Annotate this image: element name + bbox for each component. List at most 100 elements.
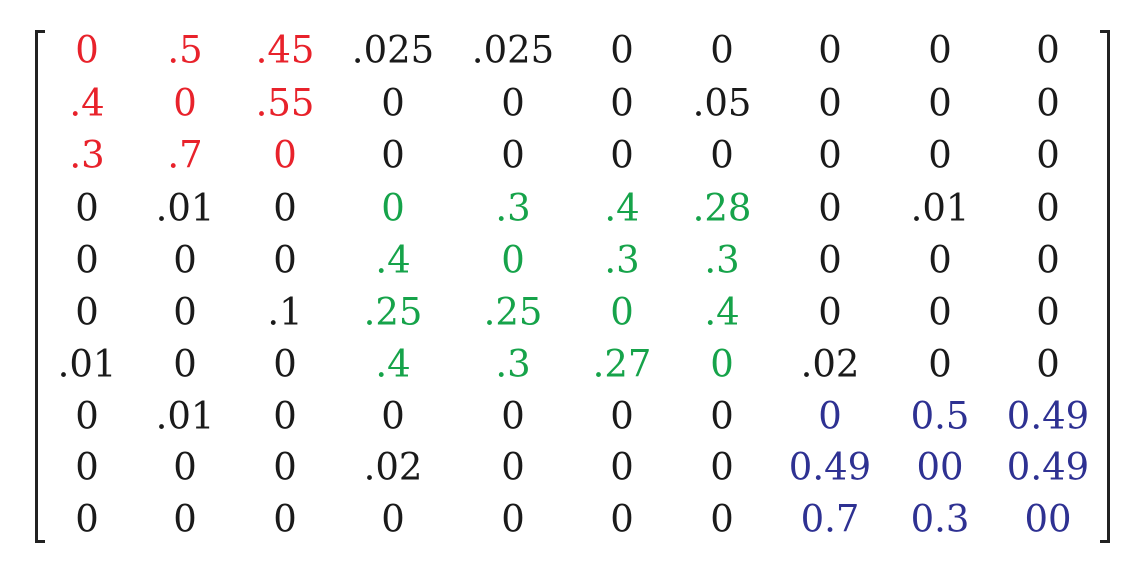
matrix-cell: 0 <box>818 290 842 334</box>
matrix-cell: 0 <box>75 290 99 334</box>
matrix-cell: 0 <box>273 445 297 489</box>
matrix-cell: 0 <box>610 445 634 489</box>
matrix-cell: 0 <box>75 445 99 489</box>
matrix-cell: 0 <box>710 394 734 438</box>
matrix-cell: 0 <box>610 28 634 72</box>
matrix-cell: 0 <box>501 238 525 282</box>
matrix-cell: .3 <box>604 238 640 282</box>
matrix-cell: 0 <box>75 238 99 282</box>
left-bracket <box>35 30 45 543</box>
matrix-cell: .4 <box>704 290 740 334</box>
matrix-cell: .01 <box>910 186 970 230</box>
matrix-cell: 0 <box>818 28 842 72</box>
matrix-cell: 0 <box>273 497 297 541</box>
matrix-cell: .4 <box>375 342 411 386</box>
matrix-cell: .4 <box>69 81 105 125</box>
matrix-cell: 0 <box>273 342 297 386</box>
matrix-cell: 0 <box>501 497 525 541</box>
matrix-cell: 0 <box>273 133 297 177</box>
matrix-cell: 0 <box>928 238 952 282</box>
matrix-cell: 0 <box>1036 28 1060 72</box>
matrix-cell: 0 <box>173 342 197 386</box>
matrix-cell: 0.49 <box>1006 394 1090 438</box>
matrix-cell: .3 <box>704 238 740 282</box>
matrix-cell: 0 <box>1036 342 1060 386</box>
matrix-cell: 0 <box>928 342 952 386</box>
matrix-cell: 0 <box>1036 186 1060 230</box>
matrix-cell: 0 <box>818 81 842 125</box>
matrix-cell: .55 <box>255 81 315 125</box>
matrix-cell: 0 <box>501 81 525 125</box>
matrix-cell: 0.7 <box>800 497 860 541</box>
matrix-cell: .02 <box>363 445 423 489</box>
matrix-cell: 0 <box>381 394 405 438</box>
matrix-cell: .25 <box>363 290 423 334</box>
matrix-cell: 0 <box>710 342 734 386</box>
matrix-cell: 0 <box>610 394 634 438</box>
matrix-cell: .1 <box>267 290 303 334</box>
matrix-cell: 0 <box>75 28 99 72</box>
matrix-cell: 0 <box>173 497 197 541</box>
matrix-cell: 0 <box>818 186 842 230</box>
matrix-cell: 0 <box>381 133 405 177</box>
matrix-cell: 0 <box>610 81 634 125</box>
matrix-cell: 0.3 <box>910 497 970 541</box>
matrix-cell: 0 <box>818 133 842 177</box>
matrix-cell: 0 <box>273 238 297 282</box>
right-bracket <box>1100 30 1110 543</box>
matrix-cell: .25 <box>483 290 543 334</box>
matrix-cell: 0 <box>1036 133 1060 177</box>
matrix-cell: .4 <box>604 186 640 230</box>
matrix-cell: 0 <box>381 186 405 230</box>
matrix-cell: 0.5 <box>910 394 970 438</box>
matrix-cell: 0 <box>928 133 952 177</box>
matrix-cell: .05 <box>692 81 752 125</box>
matrix-cell: 0 <box>928 28 952 72</box>
matrix-cell: .45 <box>255 28 315 72</box>
matrix-cell: .5 <box>167 28 203 72</box>
matrix-cell: 0 <box>173 81 197 125</box>
matrix-cell: 0 <box>273 394 297 438</box>
matrix-cell: 0 <box>610 133 634 177</box>
matrix-cell: 0 <box>710 497 734 541</box>
matrix-cell: 0 <box>1036 238 1060 282</box>
matrix-cell: 0 <box>928 290 952 334</box>
matrix-cell: .4 <box>375 238 411 282</box>
matrix-cell: 0 <box>173 238 197 282</box>
matrix-cell: 0 <box>710 28 734 72</box>
matrix-cell: .01 <box>155 186 215 230</box>
matrix-cell: 0 <box>818 394 842 438</box>
matrix-cell: .27 <box>592 342 652 386</box>
matrix-cell: .01 <box>57 342 117 386</box>
matrix-cell: 0.49 <box>1006 445 1090 489</box>
matrix-cell: 0 <box>610 497 634 541</box>
matrix-cell: 0 <box>381 497 405 541</box>
matrix-cell: 0 <box>381 81 405 125</box>
matrix-cell: 0 <box>75 394 99 438</box>
matrix-cell: .3 <box>495 342 531 386</box>
matrix-cell: 0 <box>710 445 734 489</box>
matrix-cell: .01 <box>155 394 215 438</box>
matrix-cell: 00 <box>1024 497 1072 541</box>
matrix-cell: 0 <box>501 445 525 489</box>
matrix-cell: .025 <box>471 28 555 72</box>
matrix-cell: 0 <box>1036 290 1060 334</box>
matrix-cell: 0 <box>818 238 842 282</box>
matrix-cell: 0 <box>1036 81 1060 125</box>
matrix-cell: .28 <box>692 186 752 230</box>
matrix-cell: 0 <box>610 290 634 334</box>
matrix-cell: .025 <box>351 28 435 72</box>
matrix-cell: 0 <box>173 290 197 334</box>
matrix-cell: 0 <box>173 445 197 489</box>
matrix-cell: 0 <box>928 81 952 125</box>
matrix-cell: 0 <box>273 186 297 230</box>
matrix-cell: 0 <box>710 133 734 177</box>
matrix-cell: 00 <box>916 445 964 489</box>
matrix-cell: .7 <box>167 133 203 177</box>
matrix-cell: .3 <box>69 133 105 177</box>
matrix-cell: 0 <box>75 497 99 541</box>
matrix-cell: .3 <box>495 186 531 230</box>
matrix-cell: 0 <box>501 394 525 438</box>
